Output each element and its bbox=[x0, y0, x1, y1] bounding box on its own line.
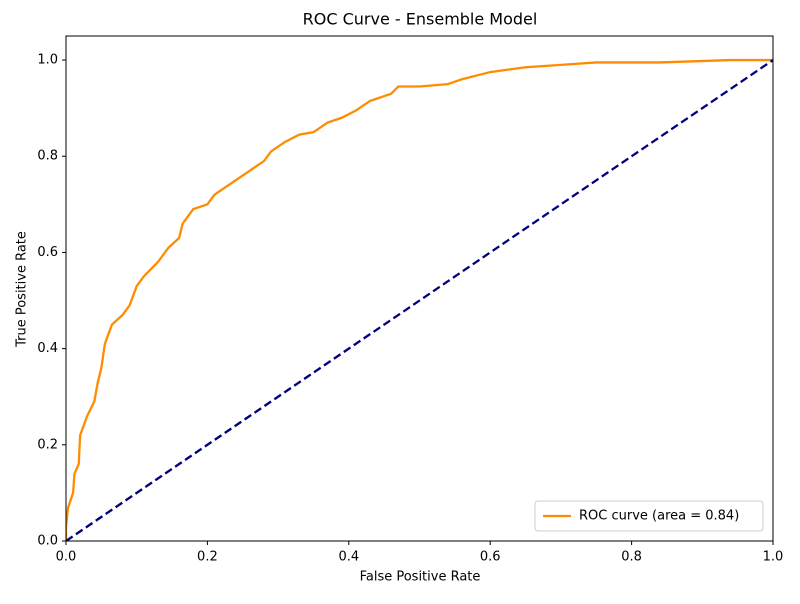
y-axis-label: True Positive Rate bbox=[15, 231, 30, 348]
line bbox=[66, 59, 773, 541]
line bbox=[66, 58, 773, 541]
y-tick-label: 0.0 bbox=[37, 534, 58, 549]
x-tick-label: 0.6 bbox=[480, 550, 501, 565]
y-tick-label: 0.2 bbox=[37, 437, 58, 452]
legend-box bbox=[534, 500, 764, 532]
x-tick-label: 0.8 bbox=[621, 550, 642, 565]
chart-title: ROC Curve - Ensemble Model bbox=[303, 10, 538, 29]
x-tick-label: 0.4 bbox=[338, 550, 359, 565]
x-tick-label: 1.0 bbox=[763, 550, 784, 565]
x-tick-label: 0.0 bbox=[56, 550, 77, 565]
legend-label: ROC curve (area = 0.84) bbox=[579, 509, 739, 524]
x-tick-label: 0.2 bbox=[197, 550, 218, 565]
y-tick-label: 0.4 bbox=[37, 341, 58, 356]
x-axis-label: False Positive Rate bbox=[360, 570, 481, 585]
y-tick-label: 1.0 bbox=[37, 53, 58, 68]
plot-frame bbox=[65, 35, 774, 542]
y-tick-label: 0.8 bbox=[37, 149, 58, 164]
y-tick-label: 0.6 bbox=[37, 245, 58, 260]
